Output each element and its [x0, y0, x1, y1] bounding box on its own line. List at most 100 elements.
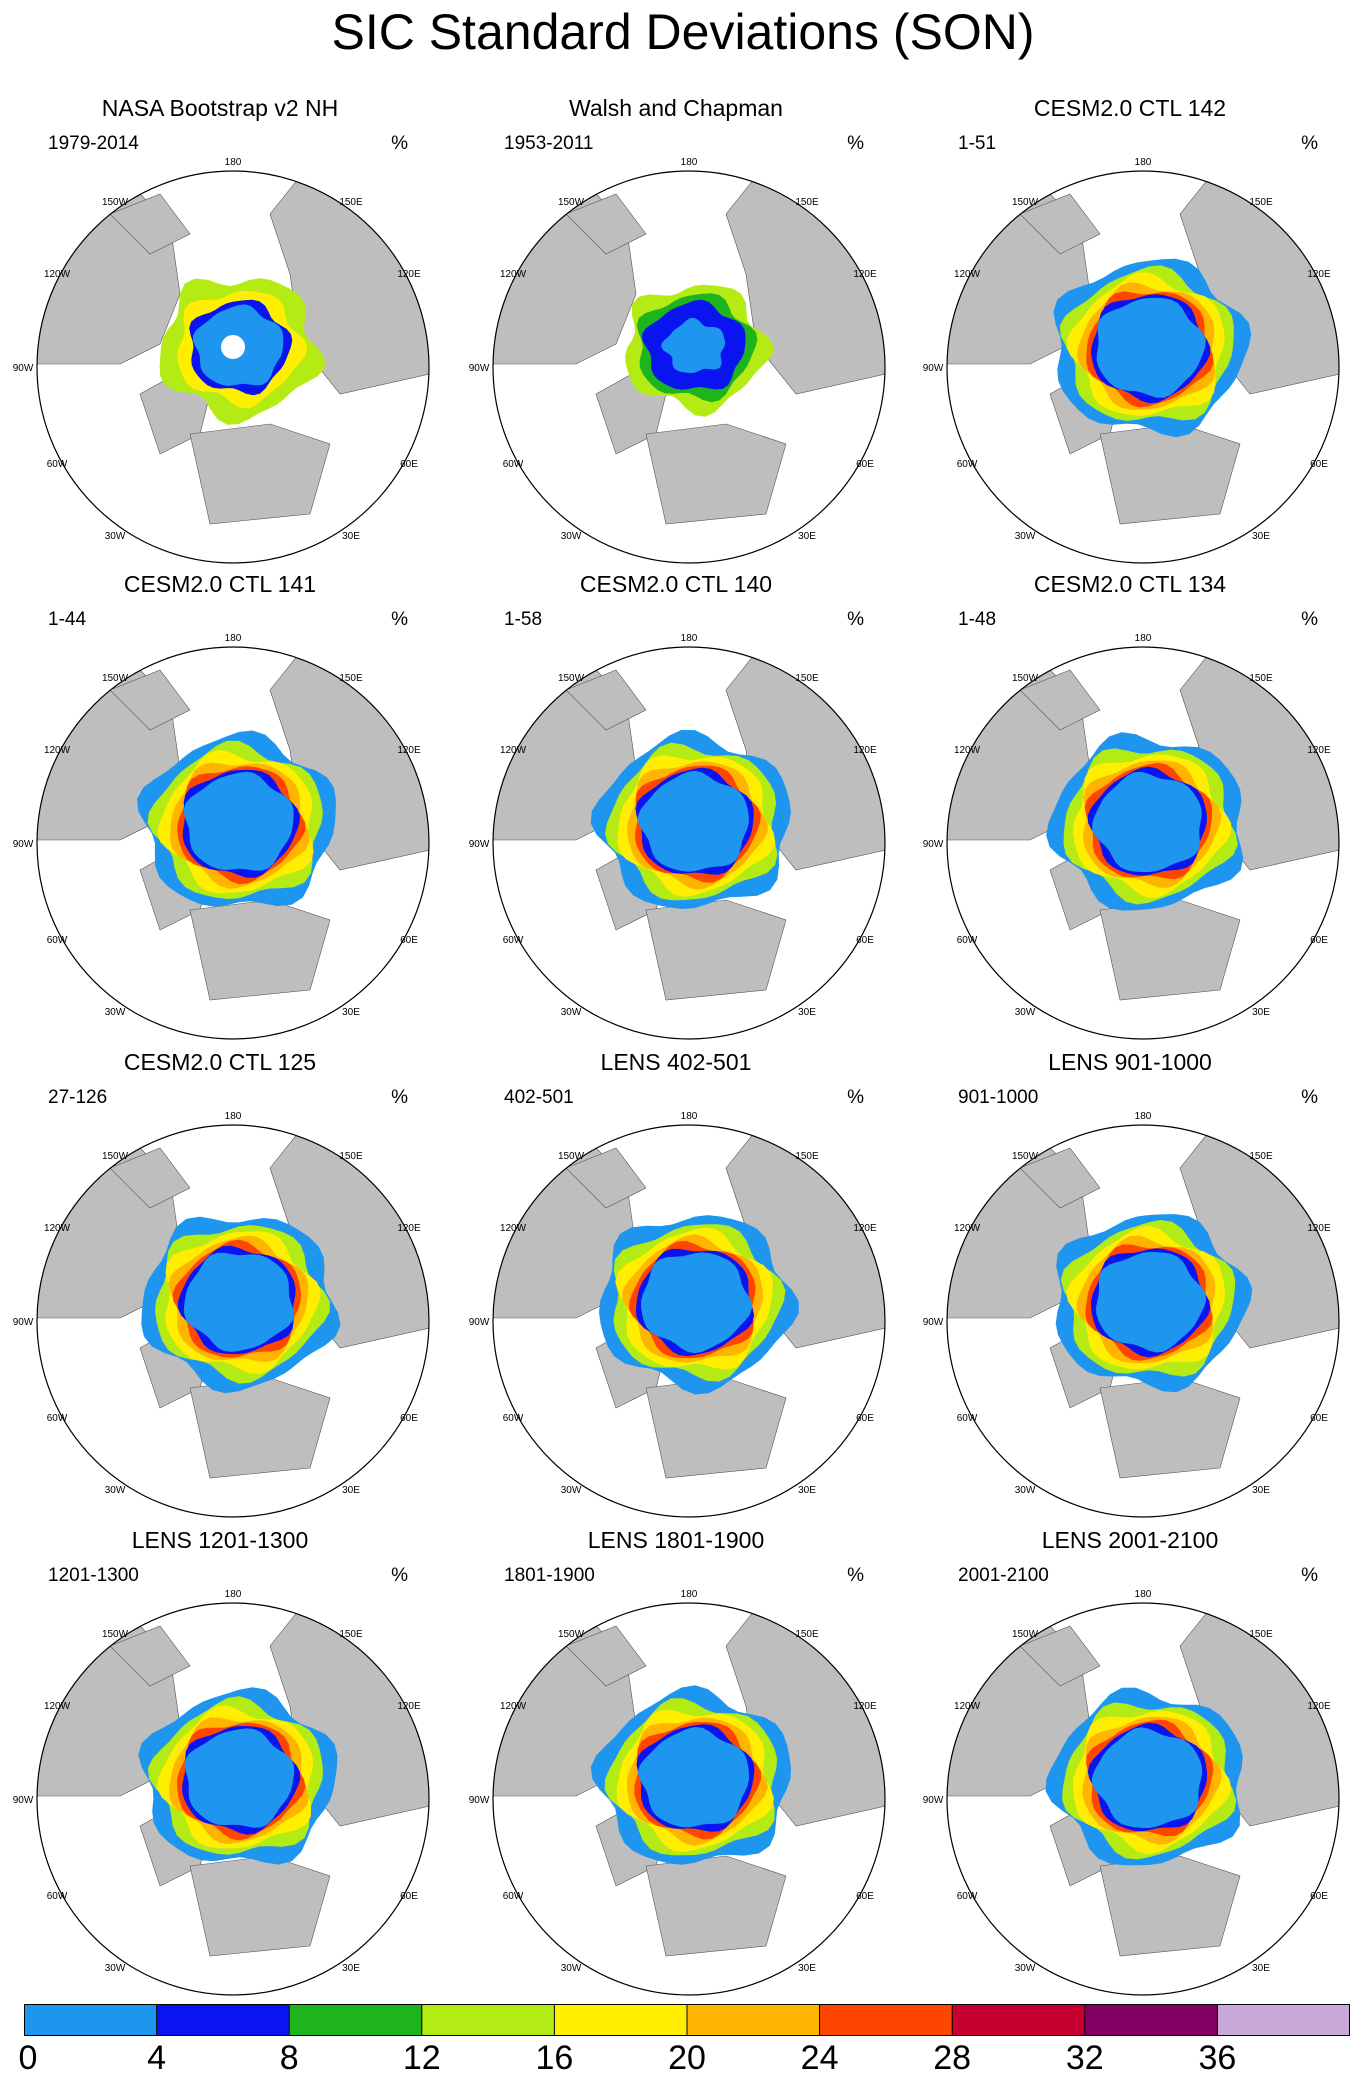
longitude-label: 120W: [954, 269, 981, 280]
colorbar-label: 36: [1198, 2039, 1237, 2077]
panel-title: CESM2.0 CTL 125: [123, 1049, 317, 1075]
longitude-label: 30E: [1252, 531, 1270, 542]
land: [645, 899, 787, 1001]
panel-unit: %: [847, 609, 864, 630]
colorbar-label: 28: [933, 2039, 972, 2077]
sic-band-0-4: [637, 770, 749, 872]
panel-unit: %: [391, 133, 408, 154]
colorbar-segment: [156, 2004, 290, 2036]
land-arctic-islands: [1019, 1625, 1101, 1687]
map-boundary: [492, 1602, 886, 1996]
longitude-label: 30W: [1015, 1485, 1036, 1496]
longitude-label: 30W: [561, 1007, 582, 1018]
land: [189, 1377, 331, 1479]
longitude-label: 180: [681, 1111, 698, 1122]
sic-band-0-4: [183, 771, 294, 871]
map-panel: LENS 1201-1300 1201-1300% 180 150W 150E 120W 1…: [10, 1526, 430, 1996]
longitude-label: 60E: [856, 1413, 874, 1424]
longitude-label: 30W: [1015, 531, 1036, 542]
land-arctic-islands: [109, 669, 191, 731]
panel-title: LENS 2001-2100: [1041, 1527, 1219, 1553]
panel-years: 1953-2011: [504, 133, 594, 154]
land: [645, 423, 787, 525]
longitude-label: 30E: [342, 531, 360, 542]
longitude-label: 30W: [561, 531, 582, 542]
map-panel: CESM2.0 CTL 134 1-48% 180 150W 150E 120W 120E 9…: [920, 570, 1340, 1040]
polar-map: 180150W150E120W120E90W90E60W60E30W30E0: [923, 1589, 1340, 1996]
polar-map: 180150W150E120W120E90W90E60W60E30W30E0: [923, 633, 1340, 1040]
panel-title: CESM2.0 CTL 134: [1033, 571, 1227, 597]
land-arctic-islands: [1019, 669, 1101, 731]
longitude-label: 180: [1135, 633, 1152, 644]
longitude-label: 150E: [1249, 1629, 1273, 1640]
panel-unit: %: [391, 1565, 408, 1586]
colorbar-labels: 0 4 8 12 16 20 24 28 32 36: [0, 2036, 1366, 2082]
longitude-label: 120E: [1307, 1701, 1331, 1712]
longitude-label: 150W: [102, 197, 129, 208]
longitude-label: 150W: [1012, 1629, 1039, 1640]
land-arctic-islands: [1019, 1147, 1101, 1209]
sic-band-0-4: [1096, 1252, 1206, 1353]
longitude-label: 180: [1135, 1111, 1152, 1122]
map-boundary: [36, 1602, 430, 1996]
land-arctic-islands: [565, 669, 647, 731]
panel-unit: %: [847, 1087, 864, 1108]
longitude-label: 150E: [795, 673, 819, 684]
longitude-label: 90W: [469, 839, 490, 850]
map-panel: CESM2.0 CTL 142 1-51% 180 150W 150E 120W 120E 9…: [920, 94, 1340, 564]
land: [1099, 1377, 1241, 1479]
longitude-label: 30E: [1252, 1485, 1270, 1496]
panel-unit: %: [1301, 1087, 1318, 1108]
longitude-label: 60E: [856, 459, 874, 470]
longitude-label: 60E: [400, 935, 418, 946]
longitude-label: 120W: [500, 1223, 527, 1234]
land-arctic-islands: [109, 1147, 191, 1209]
longitude-label: 150E: [795, 1629, 819, 1640]
colorbar: [24, 2004, 1350, 2036]
longitude-label: 90W: [13, 1317, 34, 1328]
longitude-label: 60W: [47, 1891, 68, 1902]
longitude-label: 150W: [558, 673, 585, 684]
longitude-label: 30E: [342, 1007, 360, 1018]
polar-map: 180150W150E120W120E90W90E60W60E30W30E0: [469, 1589, 886, 1996]
longitude-label: 60W: [47, 1413, 68, 1424]
longitude-label: 60W: [957, 1413, 978, 1424]
polar-map: 180150W150E120W120E90W90E60W60E30W30E0: [13, 1111, 430, 1518]
panel-years: 1801-1900: [504, 1565, 595, 1586]
colorbar-segment: [421, 2004, 555, 2036]
longitude-label: 30E: [342, 1963, 360, 1974]
longitude-label: 150E: [339, 1629, 363, 1640]
panel-years: 2001-2100: [958, 1565, 1049, 1586]
panel-title: CESM2.0 CTL 140: [579, 571, 773, 597]
polar-map: 180150W150E120W120E90W90E60W60E30W30E0: [923, 1111, 1340, 1518]
longitude-label: 30E: [1252, 1007, 1270, 1018]
longitude-label: 150E: [795, 1151, 819, 1162]
longitude-label: 90W: [469, 1795, 490, 1806]
longitude-label: 120E: [853, 745, 877, 756]
colorbar-segment: [24, 2004, 158, 2036]
longitude-label: 30W: [1015, 1963, 1036, 1974]
longitude-label: 90W: [469, 363, 490, 374]
panel-unit: %: [847, 133, 864, 154]
land-arctic-islands: [565, 193, 647, 255]
sic-band-0-4: [661, 317, 726, 374]
longitude-label: 30E: [798, 1963, 816, 1974]
longitude-label: 60E: [400, 1413, 418, 1424]
map-boundary: [946, 170, 1340, 564]
pole-hole: [221, 335, 245, 359]
longitude-label: 120E: [397, 1223, 421, 1234]
panel-years: 27-126: [48, 1087, 108, 1108]
longitude-label: 90W: [923, 839, 944, 850]
longitude-label: 30W: [561, 1963, 582, 1974]
map-panel: CESM2.0 CTL 140 1-58% 180 150W 150E 120W 120E 9…: [466, 570, 886, 1040]
longitude-label: 30W: [561, 1485, 582, 1496]
longitude-label: 60W: [957, 1891, 978, 1902]
longitude-label: 150W: [558, 197, 585, 208]
longitude-label: 30E: [798, 1007, 816, 1018]
map-panel: CESM2.0 CTL 141 1-44% 180 150W 150E 120W 120E 9…: [10, 570, 430, 1040]
map-panel: LENS 2001-2100 2001-2100% 180 150W 150E 120W 1…: [920, 1526, 1340, 1996]
longitude-label: 60W: [957, 459, 978, 470]
longitude-label: 60W: [503, 1891, 524, 1902]
map-panel: Walsh and Chapman 1953-2011% 180 150W 150E 12…: [466, 94, 886, 564]
map-boundary: [946, 1124, 1340, 1518]
